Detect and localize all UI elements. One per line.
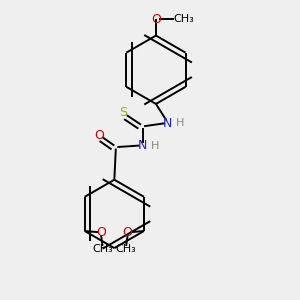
Text: CH₃: CH₃: [92, 244, 113, 254]
Text: CH₃: CH₃: [174, 14, 195, 24]
Text: N: N: [138, 139, 147, 152]
Text: N: N: [163, 117, 172, 130]
Text: O: O: [96, 226, 106, 239]
Text: CH₃: CH₃: [116, 244, 136, 254]
Text: H: H: [176, 118, 184, 128]
Text: O: O: [123, 226, 133, 239]
Text: S: S: [119, 106, 127, 119]
Text: H: H: [151, 140, 159, 151]
Text: O: O: [151, 13, 161, 26]
Text: O: O: [94, 129, 104, 142]
